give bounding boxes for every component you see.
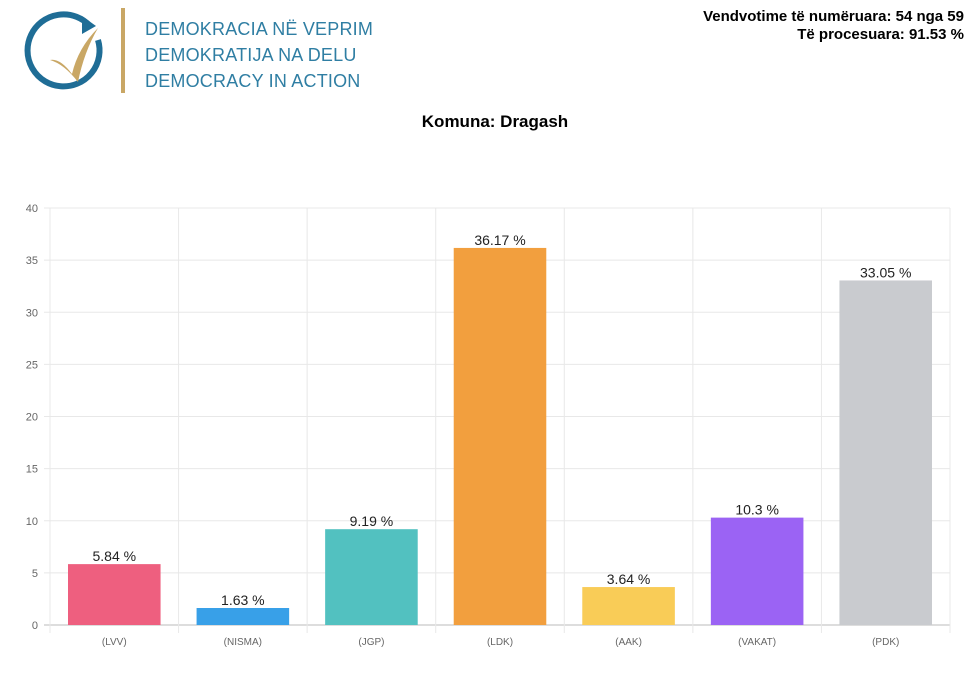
logo-line: DEMOKRATIJA NA DELU	[145, 45, 357, 65]
data-label: 5.84 %	[92, 548, 136, 564]
logo	[20, 8, 125, 103]
stats: Vendvotime të numëruara: 54 nga 59 Të pr…	[703, 8, 964, 44]
bar-nisma	[196, 608, 290, 625]
counted-stations: Vendvotime të numëruara: 54 nga 59	[703, 8, 964, 25]
bar-aak	[582, 587, 675, 625]
data-label: 36.17 %	[474, 232, 525, 248]
data-label: 33.05 %	[860, 264, 911, 280]
logo-divider	[121, 8, 125, 93]
logo-check-icon	[24, 11, 103, 90]
bar-lvv	[68, 564, 161, 625]
y-tick-label: 35	[26, 255, 38, 267]
bar-ldk	[453, 247, 547, 626]
x-tick-label: (AAK)	[615, 637, 642, 648]
y-tick-label: 20	[26, 412, 38, 424]
x-tick-label: (NISMA)	[224, 637, 262, 648]
y-tick-label: 0	[32, 620, 38, 632]
bar-jgp	[325, 529, 418, 625]
processed-percent: Të procesuara: 91.53 %	[797, 26, 964, 43]
bar-pdk	[839, 280, 932, 625]
x-tick-label: (JGP)	[358, 637, 384, 648]
x-tick-label: (LVV)	[102, 637, 127, 648]
logo-line: DEMOKRACIA NË VEPRIM	[145, 19, 374, 39]
y-tick-label: 40	[26, 203, 38, 215]
y-tick-label: 5	[32, 568, 38, 580]
data-label: 1.63 %	[221, 592, 265, 608]
y-tick-label: 25	[26, 359, 38, 371]
x-tick-label: (PDK)	[872, 637, 899, 648]
data-label: 3.64 %	[607, 571, 651, 587]
y-tick-label: 30	[26, 307, 38, 319]
data-label: 9.19 %	[350, 513, 394, 529]
logo-line: DEMOCRACY IN ACTION	[145, 71, 361, 91]
data-label: 10.3 %	[735, 502, 779, 518]
x-tick-label: (LDK)	[487, 637, 513, 648]
chart-title: Komuna: Dragash	[421, 112, 569, 131]
y-tick-label: 15	[26, 464, 38, 476]
x-tick-label: (VAKAT)	[738, 637, 776, 648]
bar-vakat	[710, 517, 804, 625]
logo-text: DEMOKRACIA NË VEPRIM DEMOKRATIJA NA DELU…	[145, 16, 373, 94]
y-tick-label: 10	[26, 516, 38, 528]
